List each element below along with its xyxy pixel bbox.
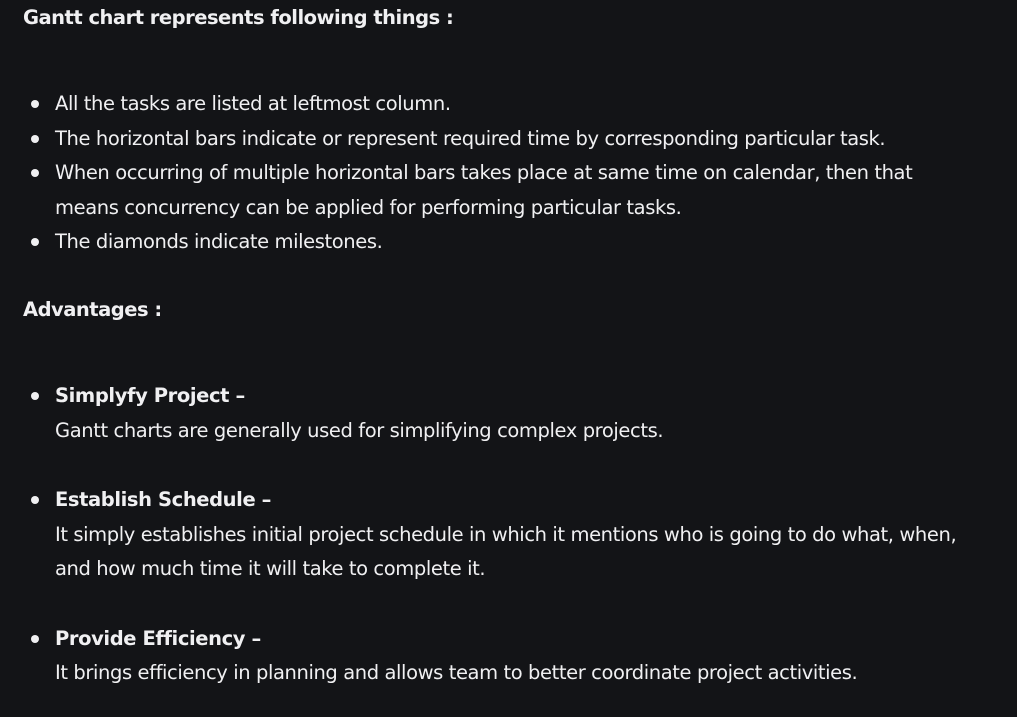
advantages-heading: Advantages : (23, 298, 162, 321)
list-item: Establish Schedule – It simply establish… (0, 483, 975, 587)
list-item-text: All the tasks are listed at leftmost col… (55, 92, 451, 115)
list-item-text: When occurring of multiple horizontal ba… (55, 161, 913, 219)
list-item-text: The diamonds indicate milestones. (55, 230, 383, 253)
bullet-dot-icon (31, 238, 39, 246)
advantage-title: Establish Schedule – (55, 488, 272, 511)
advantage-title: Simplyfy Project – (55, 384, 245, 407)
list-item: The horizontal bars indicate or represen… (0, 122, 975, 157)
list-item: The diamonds indicate milestones. (0, 225, 975, 260)
bullet-dot-icon (31, 134, 39, 143)
advantage-description: It simply establishes initial project sc… (55, 522, 957, 581)
advantages-list: Simplyfy Project – Gantt charts are gene… (0, 379, 975, 717)
bullet-dot-icon (31, 169, 39, 177)
advantage-description: It brings efficiency in planning and all… (55, 661, 858, 684)
list-item: When occurring of multiple horizontal ba… (0, 156, 975, 225)
bullet-dot-icon (31, 634, 39, 643)
list-item-text: The horizontal bars indicate or represen… (55, 126, 886, 150)
bullet-dot-icon (31, 392, 39, 400)
advantage-description: Gantt charts are generally used for simp… (55, 418, 664, 442)
bullet-dot-icon (31, 496, 39, 504)
bullet-dot-icon (31, 100, 39, 108)
list-item: All the tasks are listed at leftmost col… (0, 87, 975, 122)
gantt-things-list: All the tasks are listed at leftmost col… (0, 87, 975, 260)
list-item: Simplyfy Project – Gantt charts are gene… (0, 379, 975, 448)
list-item: Provide Efficiency – It brings efficienc… (0, 622, 975, 691)
advantage-title: Provide Efficiency – (55, 626, 261, 650)
gantt-heading: Gantt chart represents following things … (23, 6, 454, 29)
